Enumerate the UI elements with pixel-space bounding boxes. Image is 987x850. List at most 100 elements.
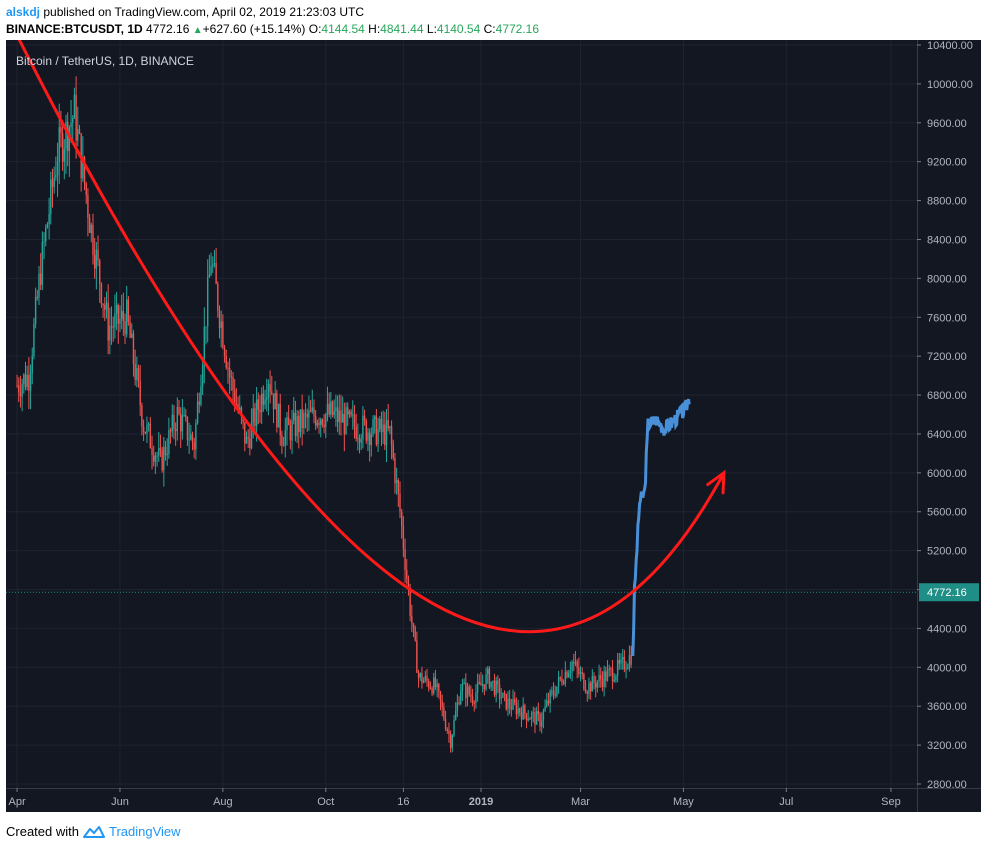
candle-body (75, 94, 77, 141)
candle-body (90, 224, 92, 234)
candle-body (320, 419, 322, 425)
candle-body (228, 367, 231, 377)
candle-body (212, 264, 214, 267)
candle-body (360, 439, 362, 443)
time-axis[interactable]: Apr Jun Aug Oct 16 2019 Mar May Jul Sep (6, 788, 981, 808)
candle-body (463, 682, 465, 684)
candle-body (625, 668, 627, 670)
candle-body (264, 399, 266, 405)
candle-body (169, 430, 172, 432)
y-tick-label: 10000.00 (927, 79, 973, 91)
candle-body (178, 406, 180, 414)
candle-body (232, 376, 234, 391)
candle-body (117, 304, 119, 324)
candle-body (55, 175, 57, 178)
author-link[interactable]: alskdj (6, 5, 41, 19)
x-tick-label: Apr (8, 796, 25, 808)
candle-body (411, 616, 413, 624)
cup-curve (17, 40, 726, 634)
candle-body (271, 391, 273, 394)
candle-body (186, 417, 189, 440)
candle-body (454, 711, 457, 720)
open-label: O: (308, 22, 322, 36)
candle-body (606, 669, 609, 681)
candle-body (127, 299, 130, 322)
candle-body (492, 680, 494, 682)
candle-body (284, 430, 286, 446)
candle-body (164, 446, 167, 456)
candle-body (336, 407, 339, 422)
candle-body (48, 213, 50, 224)
candle-body (579, 672, 582, 674)
candle-body (149, 423, 152, 449)
candle-body (233, 390, 236, 404)
candle-body (515, 703, 518, 715)
candle-body (581, 672, 583, 674)
candle-body (112, 326, 114, 328)
candle-body (532, 712, 534, 714)
candle-body (554, 694, 556, 696)
candle-body (245, 436, 248, 444)
candle-body (510, 706, 513, 710)
y-tick-label: 9200.00 (927, 157, 967, 169)
candle-body (77, 129, 79, 141)
candle-body (547, 700, 550, 704)
arrowhead-icon (706, 469, 726, 495)
candle-body (318, 422, 320, 425)
candle-body (23, 374, 25, 385)
candle-body (60, 127, 62, 134)
price-axis[interactable]: 10400.00 10000.00 9600.00 9200.00 8800.00 840… (917, 40, 979, 812)
candle-body (399, 493, 401, 512)
candle-body (87, 195, 89, 218)
candle-body (227, 367, 229, 369)
candle-body (603, 671, 605, 687)
candle-body (505, 693, 507, 710)
candle-body (421, 673, 423, 683)
candle-body (546, 700, 548, 707)
candle-body (566, 671, 568, 678)
candle-body (240, 407, 243, 417)
candle-body (266, 397, 268, 400)
candle-body (163, 446, 165, 471)
candle-body (200, 386, 202, 405)
candle-body (568, 673, 570, 678)
candle-body (598, 674, 600, 682)
candle-body (282, 445, 285, 447)
candle-body (287, 417, 290, 425)
candle-body (529, 718, 531, 720)
y-tick-label: 2800.00 (927, 779, 967, 791)
candle-body (498, 684, 501, 699)
candle-body (517, 708, 519, 715)
y-tick-label: 4000.00 (927, 662, 967, 674)
candle-body (439, 691, 442, 702)
candle-body (427, 681, 430, 688)
candle-body (259, 409, 261, 413)
candle-body (557, 677, 560, 687)
candle-body (134, 363, 136, 380)
candle-body (196, 401, 199, 424)
y-tick-label: 8000.00 (927, 273, 967, 285)
candle-body (220, 321, 222, 329)
x-tick-label: May (673, 796, 694, 808)
price-chart[interactable]: 10400.00 10000.00 9600.00 9200.00 8800.00 840… (6, 40, 981, 812)
candle-body (239, 407, 241, 410)
candle-body (589, 682, 592, 692)
chart-area[interactable]: 10400.00 10000.00 9600.00 9200.00 8800.00 840… (6, 40, 981, 812)
candle-body (19, 392, 22, 397)
candle-body (456, 702, 459, 712)
candle-body (358, 437, 361, 443)
candle-body (252, 408, 254, 422)
candle-body (139, 381, 141, 406)
candle-body (217, 283, 219, 311)
up-triangle-icon: ▲ (192, 25, 203, 36)
candle-body (298, 416, 300, 432)
candle-body (51, 179, 54, 188)
candle-body (564, 671, 567, 684)
x-tick-label: Jul (779, 796, 793, 808)
candle-body (495, 680, 497, 695)
y-tick-label: 3600.00 (927, 701, 967, 713)
tradingview-brand[interactable]: TradingView (108, 824, 181, 839)
candle-body (141, 405, 143, 427)
candle-body (225, 356, 227, 368)
candle-body (475, 692, 477, 703)
